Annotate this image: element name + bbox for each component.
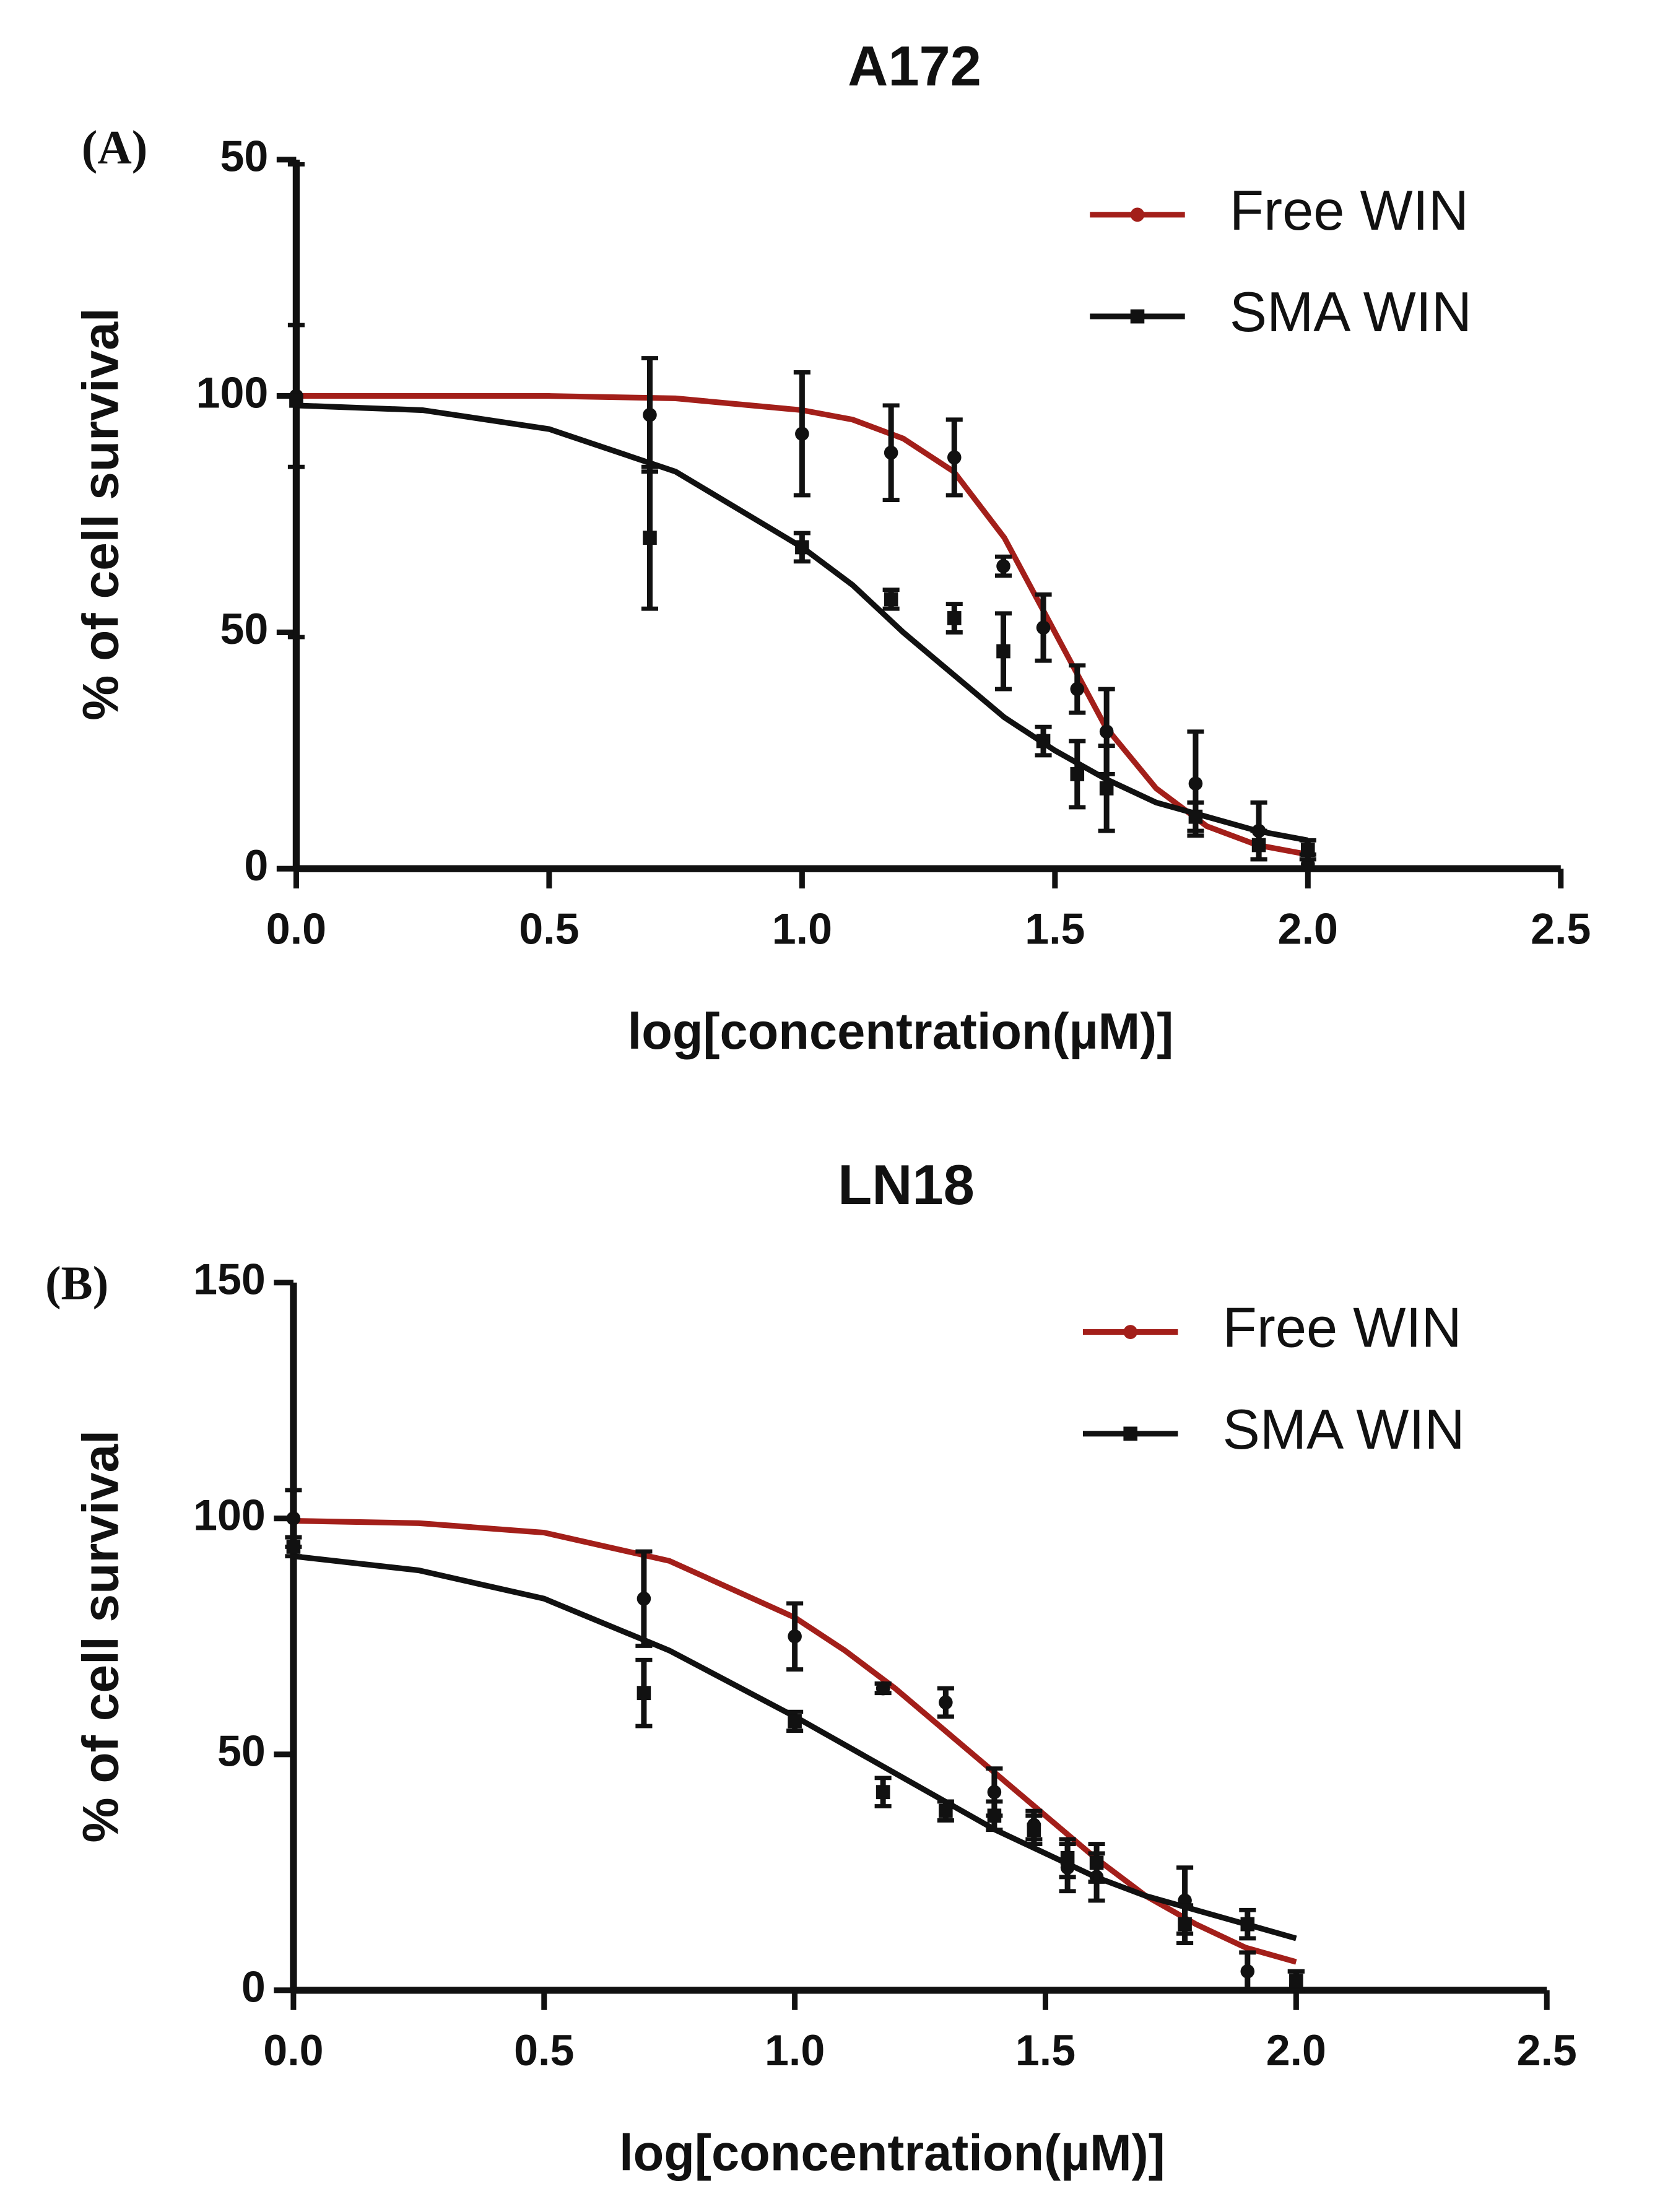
legend-marker bbox=[1130, 309, 1145, 324]
x-tick-label: 0.5 bbox=[519, 904, 579, 953]
x-tick-label: 1.5 bbox=[1025, 904, 1085, 953]
data-point bbox=[643, 531, 657, 545]
data-point bbox=[884, 445, 898, 460]
x-tick-label: 2.0 bbox=[1266, 2026, 1326, 2075]
data-point bbox=[788, 1714, 802, 1728]
y-tick-label: 0 bbox=[241, 1962, 266, 2011]
data-point bbox=[947, 450, 962, 465]
data-point bbox=[1289, 1974, 1303, 1988]
x-tick-label: 0.0 bbox=[263, 2026, 323, 2075]
chart-title: A172 bbox=[848, 35, 981, 98]
y-tick-label: 50 bbox=[220, 131, 268, 180]
data-point bbox=[289, 393, 303, 408]
data-point bbox=[1060, 1851, 1075, 1865]
data-point bbox=[788, 1629, 802, 1644]
data-point bbox=[1027, 1823, 1041, 1837]
data-point bbox=[876, 1785, 890, 1800]
legend-label: SMA WIN bbox=[1230, 281, 1472, 344]
data-point bbox=[884, 592, 898, 607]
data-point bbox=[637, 1686, 651, 1701]
data-point bbox=[939, 1803, 953, 1818]
chart-title: LN18 bbox=[838, 1154, 975, 1217]
data-point bbox=[939, 1695, 953, 1710]
legend-label: SMA WIN bbox=[1223, 1398, 1465, 1461]
data-point bbox=[643, 407, 657, 422]
x-tick-label: 2.5 bbox=[1517, 2026, 1577, 2075]
data-point bbox=[795, 427, 809, 441]
panel-label: (B) bbox=[45, 1256, 108, 1309]
x-tick-label: 0.0 bbox=[266, 904, 326, 953]
y-tick-label: 100 bbox=[196, 368, 269, 417]
data-point bbox=[987, 1808, 1002, 1823]
data-point bbox=[996, 559, 1010, 573]
data-point bbox=[795, 540, 809, 555]
y-axis-label: % of cell survival bbox=[73, 1430, 129, 1842]
x-tick-label: 1.0 bbox=[772, 904, 832, 953]
data-point bbox=[1099, 781, 1114, 796]
data-point bbox=[1188, 809, 1203, 824]
data-point bbox=[1301, 843, 1315, 857]
x-axis-label: log[concentration(µM)] bbox=[628, 1004, 1174, 1060]
y-tick-label: 0 bbox=[244, 841, 268, 890]
data-point bbox=[1099, 724, 1114, 739]
data-point bbox=[1036, 734, 1051, 748]
data-point bbox=[1251, 838, 1266, 852]
data-point bbox=[947, 611, 962, 625]
legend-marker bbox=[1123, 1426, 1137, 1441]
data-point bbox=[1240, 1917, 1255, 1932]
data-point bbox=[286, 1511, 301, 1526]
legend-label: Free WIN bbox=[1223, 1296, 1462, 1360]
fit-curve bbox=[293, 1517, 1297, 1965]
x-tick-label: 2.5 bbox=[1531, 904, 1591, 953]
x-tick-label: 1.5 bbox=[1015, 2026, 1076, 2075]
data-point bbox=[1070, 767, 1085, 781]
data-point bbox=[996, 644, 1010, 659]
x-axis-label: log[concentration(µM)] bbox=[619, 2125, 1165, 2181]
legend-label: Free WIN bbox=[1230, 179, 1469, 242]
y-tick-label: 150 bbox=[193, 1254, 266, 1303]
x-tick-label: 2.0 bbox=[1278, 904, 1338, 953]
data-point bbox=[1188, 776, 1203, 791]
y-tick-label: 50 bbox=[220, 604, 268, 653]
data-point bbox=[286, 1540, 301, 1554]
x-tick-label: 1.0 bbox=[765, 2026, 825, 2075]
data-point bbox=[987, 1785, 1002, 1800]
data-point bbox=[1240, 1964, 1255, 1979]
panel-label: (A) bbox=[82, 121, 148, 174]
legend-marker bbox=[1123, 1325, 1137, 1339]
data-point bbox=[1036, 620, 1051, 635]
data-point bbox=[1070, 682, 1085, 696]
data-point bbox=[876, 1681, 890, 1696]
legend-marker bbox=[1130, 207, 1145, 222]
y-axis-label: % of cell survival bbox=[73, 308, 129, 720]
data-point bbox=[1178, 1917, 1192, 1932]
y-tick-label: 50 bbox=[217, 1726, 266, 1775]
y-tick-label: 100 bbox=[193, 1490, 266, 1539]
data-point bbox=[1089, 1855, 1104, 1870]
data-point bbox=[637, 1591, 651, 1606]
x-tick-label: 0.5 bbox=[514, 2026, 574, 2075]
